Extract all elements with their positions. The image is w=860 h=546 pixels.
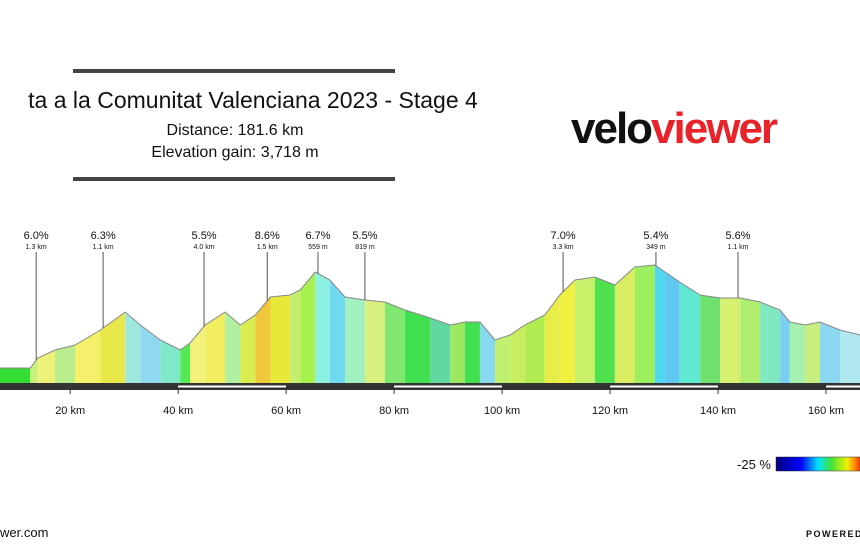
profile-segment <box>634 265 655 385</box>
track-dash <box>178 385 286 388</box>
profile-segment <box>495 335 511 385</box>
profile-segment <box>559 280 575 385</box>
profile-segment <box>700 295 721 385</box>
profile-segment <box>450 322 465 385</box>
profile-segment <box>205 312 226 385</box>
profile-segment <box>665 272 680 385</box>
profile-segment <box>180 343 191 385</box>
profile-segment <box>255 297 271 385</box>
legend-gradient <box>775 456 860 472</box>
profile-segment <box>364 300 385 385</box>
profile-segment <box>404 310 431 385</box>
logo-part: viewer <box>651 104 778 153</box>
x-tick-label: 60 km <box>271 405 301 417</box>
profile-outline <box>0 264 860 369</box>
profile-segment <box>100 312 126 385</box>
climb-length: 1.1 km <box>727 244 748 251</box>
climb-length: 1.3 km <box>26 244 47 251</box>
logo-part: velo <box>571 104 652 153</box>
x-tick-label: 20 km <box>55 405 85 417</box>
profile-segment <box>524 315 545 385</box>
climb-grade: 6.7% <box>305 230 330 242</box>
x-tick-label: 100 km <box>484 405 520 417</box>
title-rule <box>73 69 395 73</box>
x-tick-label: 40 km <box>163 405 193 417</box>
logo: veloviewer <box>571 104 778 153</box>
profile-segment <box>804 322 821 385</box>
x-tick-label: 80 km <box>379 405 409 417</box>
profile-segment <box>430 318 451 385</box>
profile-segment <box>840 330 860 385</box>
climb-grade: 6.3% <box>91 230 116 242</box>
x-tick-label: 120 km <box>592 405 628 417</box>
profile-segment <box>315 272 330 385</box>
climb-grade: 5.5% <box>352 230 377 242</box>
profile-segment <box>720 298 741 385</box>
x-axis: 20 km 40 km 60 km 80 km 100 km 120 km 140 km 16… <box>55 390 844 417</box>
climb-grade: 5.4% <box>643 230 668 242</box>
climb-length: 4.0 km <box>194 244 215 251</box>
subtitle: Distance: 181.6 km <box>167 122 304 139</box>
subtitle: Elevation gain: 3,718 m <box>151 144 318 161</box>
profile: 6.0% 1.3 km 6.3% 1.1 km 5.5% 4.0 km 8.6% 1.5 km… <box>0 230 860 385</box>
climb-grade: 5.6% <box>725 230 750 242</box>
profile-segment <box>344 297 365 385</box>
profile-segment <box>384 302 405 385</box>
profile-segment <box>760 302 781 385</box>
profile-segment <box>740 298 761 385</box>
profile-segment <box>679 282 701 385</box>
profile-segment <box>789 322 805 385</box>
profile-segment <box>125 312 141 385</box>
track-dash <box>394 385 502 388</box>
profile-segment <box>614 267 635 385</box>
profile-segment <box>75 330 101 385</box>
profile-segment <box>0 368 31 385</box>
climb-grade: 6.0% <box>24 230 49 242</box>
profile-segment <box>37 350 56 385</box>
profile-segment <box>270 295 290 385</box>
climb-length: 559 m <box>308 244 328 251</box>
profile-segment <box>190 325 206 385</box>
profile-segment <box>329 280 345 385</box>
footer-credit: POWERED <box>806 529 860 539</box>
profile-segment <box>594 277 615 385</box>
profile-segment <box>544 295 560 385</box>
profile-segment <box>160 340 181 385</box>
climb-length: 1.5 km <box>257 244 278 251</box>
profile-segment <box>30 358 38 385</box>
profile-segment <box>820 322 841 385</box>
profile-segment <box>225 312 241 385</box>
profile-segment <box>140 325 161 385</box>
profile-segment <box>780 310 790 385</box>
profile-segment <box>289 290 301 385</box>
profile-segment <box>464 322 480 385</box>
chart-title: ta a la Comunitat Valenciana 2023 - Stag… <box>28 87 478 113</box>
profile-segment <box>479 322 496 385</box>
climb-length: 819 m <box>355 244 375 251</box>
profile-segment <box>654 265 666 385</box>
track-dash <box>826 385 860 388</box>
climb-grade: 7.0% <box>551 230 576 242</box>
title-rule <box>73 177 395 181</box>
track-dash <box>610 385 718 388</box>
profile-segment <box>510 325 525 385</box>
climb-length: 3.3 km <box>553 244 574 251</box>
climb-length: 1.1 km <box>93 244 114 251</box>
climb-length: 349 m <box>646 244 666 251</box>
x-tick-label: 160 km <box>808 405 844 417</box>
profile-segment <box>240 315 256 385</box>
profile-segment <box>300 272 316 385</box>
legend-label: -25 % <box>737 457 771 472</box>
profile-segment <box>55 345 76 385</box>
climb-grade: 8.6% <box>255 230 280 242</box>
climb-grade: 5.5% <box>192 230 217 242</box>
x-tick-label: 140 km <box>700 405 736 417</box>
profile-segment <box>574 277 595 385</box>
footer-link: wer.com <box>0 525 48 540</box>
